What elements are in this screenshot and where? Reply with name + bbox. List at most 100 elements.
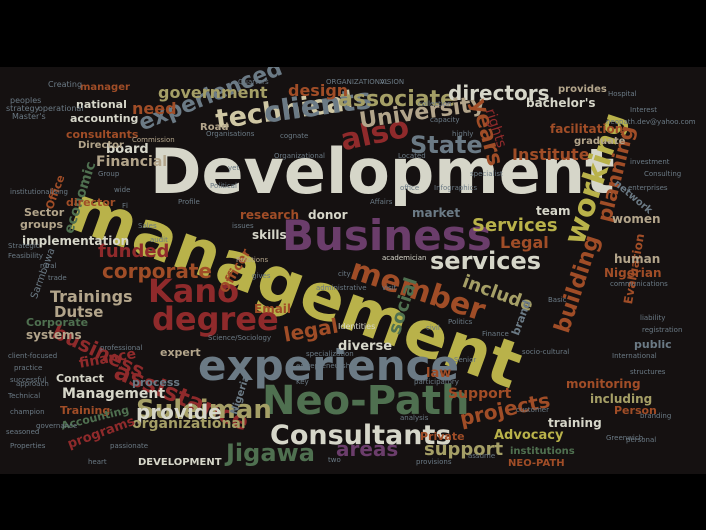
word: funded bbox=[98, 241, 170, 262]
word: Feasibility bbox=[8, 252, 43, 260]
word: assume bbox=[468, 452, 496, 460]
word: Consulting bbox=[644, 170, 682, 178]
word: Senior bbox=[454, 356, 477, 364]
word: national bbox=[76, 98, 127, 111]
word: Sales bbox=[138, 222, 157, 230]
word: bachelor's bbox=[526, 96, 596, 110]
word: peoples bbox=[10, 96, 42, 105]
word: consultants bbox=[66, 128, 139, 141]
word: Training bbox=[60, 404, 111, 417]
word: wide bbox=[114, 186, 131, 194]
word: team bbox=[536, 204, 571, 218]
word: operational bbox=[38, 104, 84, 113]
word: areas bbox=[336, 437, 399, 461]
word: city bbox=[338, 270, 351, 278]
word: analysis bbox=[400, 414, 429, 422]
word: systems bbox=[26, 328, 82, 342]
word: Kano bbox=[148, 272, 240, 310]
word: entrepreneurship bbox=[296, 362, 357, 370]
word: need bbox=[132, 99, 177, 118]
word: Services bbox=[472, 215, 558, 236]
word: Legal bbox=[500, 233, 549, 252]
word: provide bbox=[136, 400, 222, 424]
word: two bbox=[328, 456, 341, 464]
word: Organisations bbox=[206, 130, 255, 138]
word: administrative bbox=[316, 284, 367, 292]
word: facilitation bbox=[550, 122, 624, 136]
word: office bbox=[400, 184, 420, 192]
word: associate bbox=[338, 87, 456, 112]
word: State bbox=[410, 131, 483, 159]
word: Affairs bbox=[370, 198, 393, 206]
word: Infographics bbox=[434, 184, 478, 192]
word: research bbox=[240, 208, 300, 222]
word: audit bbox=[150, 236, 168, 244]
word: monitoring bbox=[566, 377, 641, 391]
word: passionate bbox=[110, 442, 149, 450]
word: Support bbox=[448, 386, 512, 402]
word: Politics bbox=[448, 318, 473, 326]
word: Profile bbox=[178, 198, 200, 206]
word: participatory bbox=[414, 378, 459, 386]
word: Private bbox=[420, 430, 465, 443]
word: governance bbox=[36, 422, 78, 430]
word: VISION bbox=[380, 78, 405, 86]
word: capacity bbox=[430, 116, 460, 124]
word: provisions bbox=[416, 458, 452, 466]
word: specialist bbox=[470, 170, 503, 178]
word: Group bbox=[98, 170, 120, 178]
word: academician bbox=[382, 254, 427, 262]
word: including bbox=[590, 392, 653, 406]
word: seasoned bbox=[6, 428, 40, 436]
word: Suleiman bbox=[136, 395, 272, 425]
word: Dutse bbox=[54, 303, 104, 321]
word: women bbox=[612, 212, 661, 226]
word: human bbox=[614, 252, 661, 266]
word: expert bbox=[160, 346, 201, 359]
word: DEVELOPMENT bbox=[138, 457, 222, 468]
word: government bbox=[158, 83, 268, 102]
word: services bbox=[430, 247, 542, 275]
word: Relations bbox=[236, 256, 269, 264]
word: Organizational bbox=[274, 152, 325, 160]
word: champion bbox=[10, 408, 45, 416]
word: highly bbox=[452, 130, 474, 138]
word: degree bbox=[152, 300, 279, 338]
word: cognate bbox=[280, 132, 309, 140]
word: Interest bbox=[630, 106, 657, 114]
word: Commission bbox=[132, 136, 175, 144]
word: Quarters bbox=[238, 78, 269, 86]
word: client-focused bbox=[8, 352, 58, 360]
word: International bbox=[612, 352, 657, 360]
word: Corporate bbox=[26, 316, 89, 329]
word: issues bbox=[232, 222, 254, 230]
word: liability bbox=[640, 314, 666, 322]
word: Finance bbox=[482, 330, 509, 338]
word: Hospital bbox=[608, 90, 637, 98]
word: Financial bbox=[96, 154, 168, 170]
word: successful bbox=[10, 376, 47, 384]
word: Sector bbox=[24, 206, 65, 219]
word: rural bbox=[40, 262, 57, 270]
word: collection bbox=[418, 100, 452, 108]
word: investment bbox=[630, 158, 670, 166]
word: Strategic bbox=[8, 242, 40, 250]
word: ORGANIZATIONAL bbox=[326, 78, 389, 86]
word: law bbox=[426, 366, 452, 381]
word: Fl bbox=[122, 202, 128, 210]
word: Contact bbox=[56, 372, 104, 385]
word: institutions bbox=[510, 446, 575, 457]
word: Located bbox=[398, 152, 426, 160]
word: strategy bbox=[6, 104, 40, 113]
word: visit bbox=[382, 284, 397, 292]
word: Person bbox=[614, 404, 657, 417]
word: Director bbox=[78, 140, 124, 151]
word: institutionalising bbox=[10, 188, 68, 196]
word: Management bbox=[62, 386, 166, 402]
word: manager bbox=[80, 82, 130, 93]
word: Institute bbox=[512, 145, 590, 164]
word: specialization bbox=[306, 350, 354, 358]
word: public bbox=[634, 338, 672, 351]
word: Master's bbox=[12, 112, 46, 121]
word: support bbox=[424, 439, 504, 460]
